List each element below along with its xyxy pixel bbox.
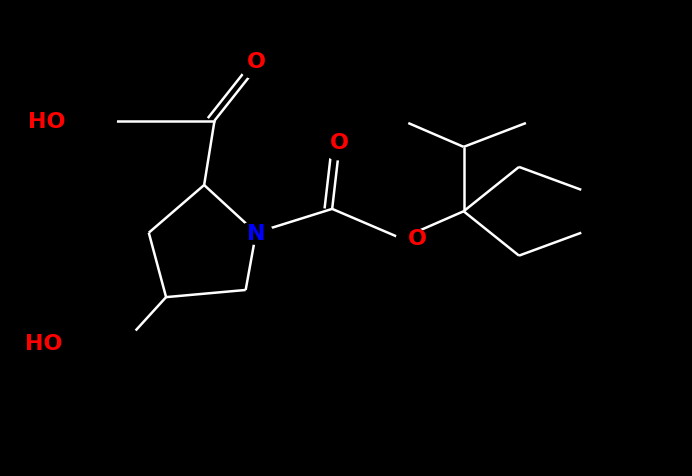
Circle shape: [61, 327, 102, 356]
Circle shape: [324, 139, 354, 160]
Text: O: O: [329, 133, 349, 153]
Text: HO: HO: [25, 334, 62, 354]
Circle shape: [241, 59, 271, 79]
Text: N: N: [247, 223, 265, 243]
Text: O: O: [246, 52, 266, 72]
Circle shape: [397, 228, 427, 249]
Text: O: O: [408, 229, 427, 249]
Circle shape: [239, 222, 273, 245]
Text: HO: HO: [28, 111, 66, 131]
Circle shape: [75, 107, 116, 136]
